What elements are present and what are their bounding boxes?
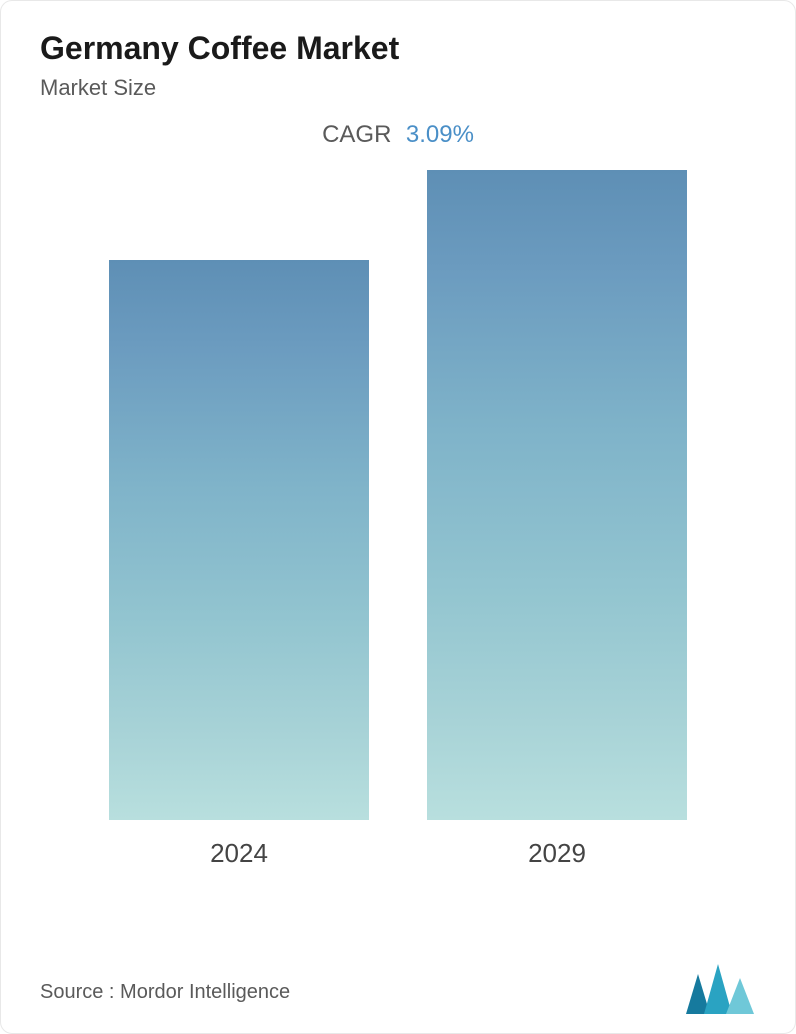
bar-label-2024: 2024 — [210, 838, 268, 869]
bar-2024 — [109, 260, 369, 820]
bar-group-2029: 2029 — [427, 170, 687, 869]
cagr-row: CAGR 3.09% — [40, 121, 756, 149]
chart-title: Germany Coffee Market — [40, 30, 756, 67]
bar-label-2029: 2029 — [528, 838, 586, 869]
chart-subtitle: Market Size — [40, 75, 756, 101]
chart-area: 2024 2029 — [40, 189, 756, 869]
bar-2029 — [427, 170, 687, 820]
cagr-value: 3.09% — [406, 121, 474, 148]
cagr-label: CAGR — [322, 121, 391, 148]
source-text: Source : Mordor Intelligence — [40, 981, 290, 1004]
infographic-container: Germany Coffee Market Market Size CAGR 3… — [0, 0, 796, 1034]
bar-group-2024: 2024 — [109, 260, 369, 869]
mordor-logo-icon — [686, 964, 756, 1014]
